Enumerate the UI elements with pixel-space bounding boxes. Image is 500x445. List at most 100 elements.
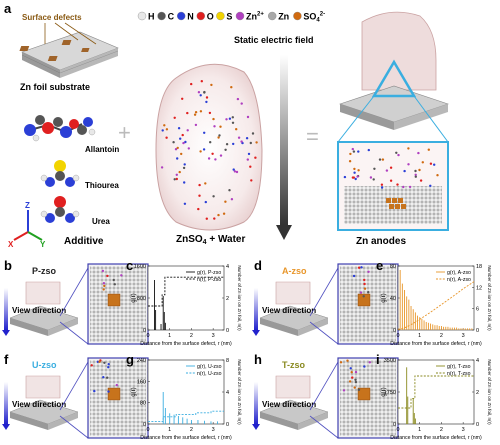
y-axis-label-left: g(r) [381, 387, 387, 396]
ion-dot [396, 183, 399, 186]
ion-dot [362, 295, 365, 298]
x-tick-label: 1 [168, 333, 171, 339]
y-tick-label-left: 160 [137, 379, 146, 385]
ion-dot [107, 390, 110, 393]
ion-dot [246, 115, 250, 119]
legend-swatch-icon [216, 11, 225, 21]
legend-entry: g(r), T-zso [447, 364, 471, 370]
ion-dot [102, 288, 105, 291]
view-direction-label: View direction [262, 400, 316, 409]
y-tick-label-left: 240 [137, 358, 146, 364]
ion-dot [367, 270, 370, 273]
ion-dot [203, 90, 206, 94]
ion-dot [245, 137, 249, 140]
ion-dot [429, 162, 433, 165]
ion-dot [106, 274, 109, 278]
y-tick-label-right: 2 [476, 390, 479, 396]
electrolyte-label: ZnSO4 + Water [176, 234, 245, 246]
ion-dot [407, 163, 410, 166]
x-tick-label: 3 [462, 427, 465, 433]
ion-dot [200, 80, 203, 83]
plot-frame [147, 265, 225, 331]
y-axis-label-right: Number of Zn ion on Zn foil, n(r) [237, 359, 242, 425]
ion-dot [436, 174, 439, 177]
panel-letter-h: h [254, 352, 262, 367]
electrolyte-box [155, 63, 263, 231]
ion-dot [407, 147, 410, 150]
ion-dot [113, 283, 117, 286]
ion-dot [175, 173, 178, 176]
ion-dot [236, 97, 240, 101]
ion-dot [397, 153, 400, 157]
ion-dot [240, 102, 243, 105]
view-direction-arrow-icon [254, 288, 258, 330]
x-tick-label: 3 [462, 333, 465, 339]
ion-dot [369, 176, 373, 179]
ion-dot [232, 168, 235, 171]
electrolyte-cube-icon [275, 375, 311, 399]
ion-dot [402, 185, 405, 189]
ion-dot [357, 150, 360, 153]
ion-dot [173, 116, 176, 120]
ion-dot [197, 207, 200, 211]
view-direction-label: View direction [262, 306, 316, 315]
y-tick-label-right: 12 [476, 285, 482, 291]
molecule-label-allantoin: Allantoin [85, 145, 119, 154]
ion-dot [367, 148, 370, 152]
legend-swatch-icon [176, 11, 186, 21]
ion-dot [353, 171, 356, 174]
ion-dot [381, 158, 385, 161]
panel-letter-e: e [376, 258, 383, 273]
ion-dot [203, 131, 206, 134]
ion-dot [224, 148, 227, 151]
ion-dot [101, 269, 105, 273]
legend-swatch-icon [196, 11, 206, 21]
molecule-label-urea: Urea [92, 217, 110, 226]
y-tick-label-right: 2 [226, 296, 229, 302]
equals-sign: = [306, 124, 319, 149]
ion-dot [380, 183, 384, 186]
ion-dot [177, 127, 181, 130]
x-tick-label: 2 [190, 427, 193, 433]
ion-dot [181, 133, 184, 137]
ion-dot [183, 181, 186, 184]
legend-swatch-icon [235, 11, 245, 21]
ion-dot [217, 136, 220, 139]
y-axis-label-right: Number of Zn ion on Zn foil, n(r) [487, 265, 492, 331]
ion-dot [414, 169, 417, 173]
x-tick-label: 1 [168, 427, 171, 433]
ion-dot [98, 360, 101, 363]
panel-letter-d: d [254, 258, 262, 273]
ion-dot [237, 136, 241, 139]
zn-foil-substrate [19, 31, 119, 78]
legend-entry: n(r), A-zso [447, 277, 471, 283]
ion-dot [165, 136, 168, 139]
legend-entry: n(r), U-zso [197, 371, 222, 377]
panel-letter-c: c [126, 258, 133, 273]
sim-label: P-zso [32, 266, 57, 276]
ion-dot [408, 185, 412, 189]
n-r-line [397, 281, 475, 330]
ion-dot [418, 168, 421, 172]
y-tick-label-left: 0 [143, 328, 146, 334]
y-axis-label-right: Number of Zn ion on Zn foil, n(r) [237, 265, 242, 331]
sim-panel-b: b P-zso View direction [2, 258, 149, 345]
ion-dot [363, 282, 366, 286]
legend-swatch-icon [157, 11, 166, 21]
ion-dot [352, 150, 356, 153]
zn-anode-structure [337, 11, 449, 231]
ion-dot [254, 156, 257, 159]
sim-label: A-zso [282, 266, 307, 276]
ion-dot [403, 169, 406, 173]
y-tick-label-right: 6 [476, 307, 479, 313]
axis-y-label: Y [40, 240, 46, 249]
ion-dot [360, 266, 363, 269]
ion-dot [175, 177, 178, 181]
chart-c: c 0 1 2 3 0 800 1600 0 2 4 g(r) Number of Zn ion on … [126, 258, 242, 347]
ion-dot [419, 179, 423, 182]
ion-dot [180, 152, 183, 156]
defect-cluster [357, 293, 371, 307]
x-axis-label: Distance from the surface defect, r (nm) [140, 341, 232, 347]
y-tick-label-left: 0 [393, 328, 396, 334]
